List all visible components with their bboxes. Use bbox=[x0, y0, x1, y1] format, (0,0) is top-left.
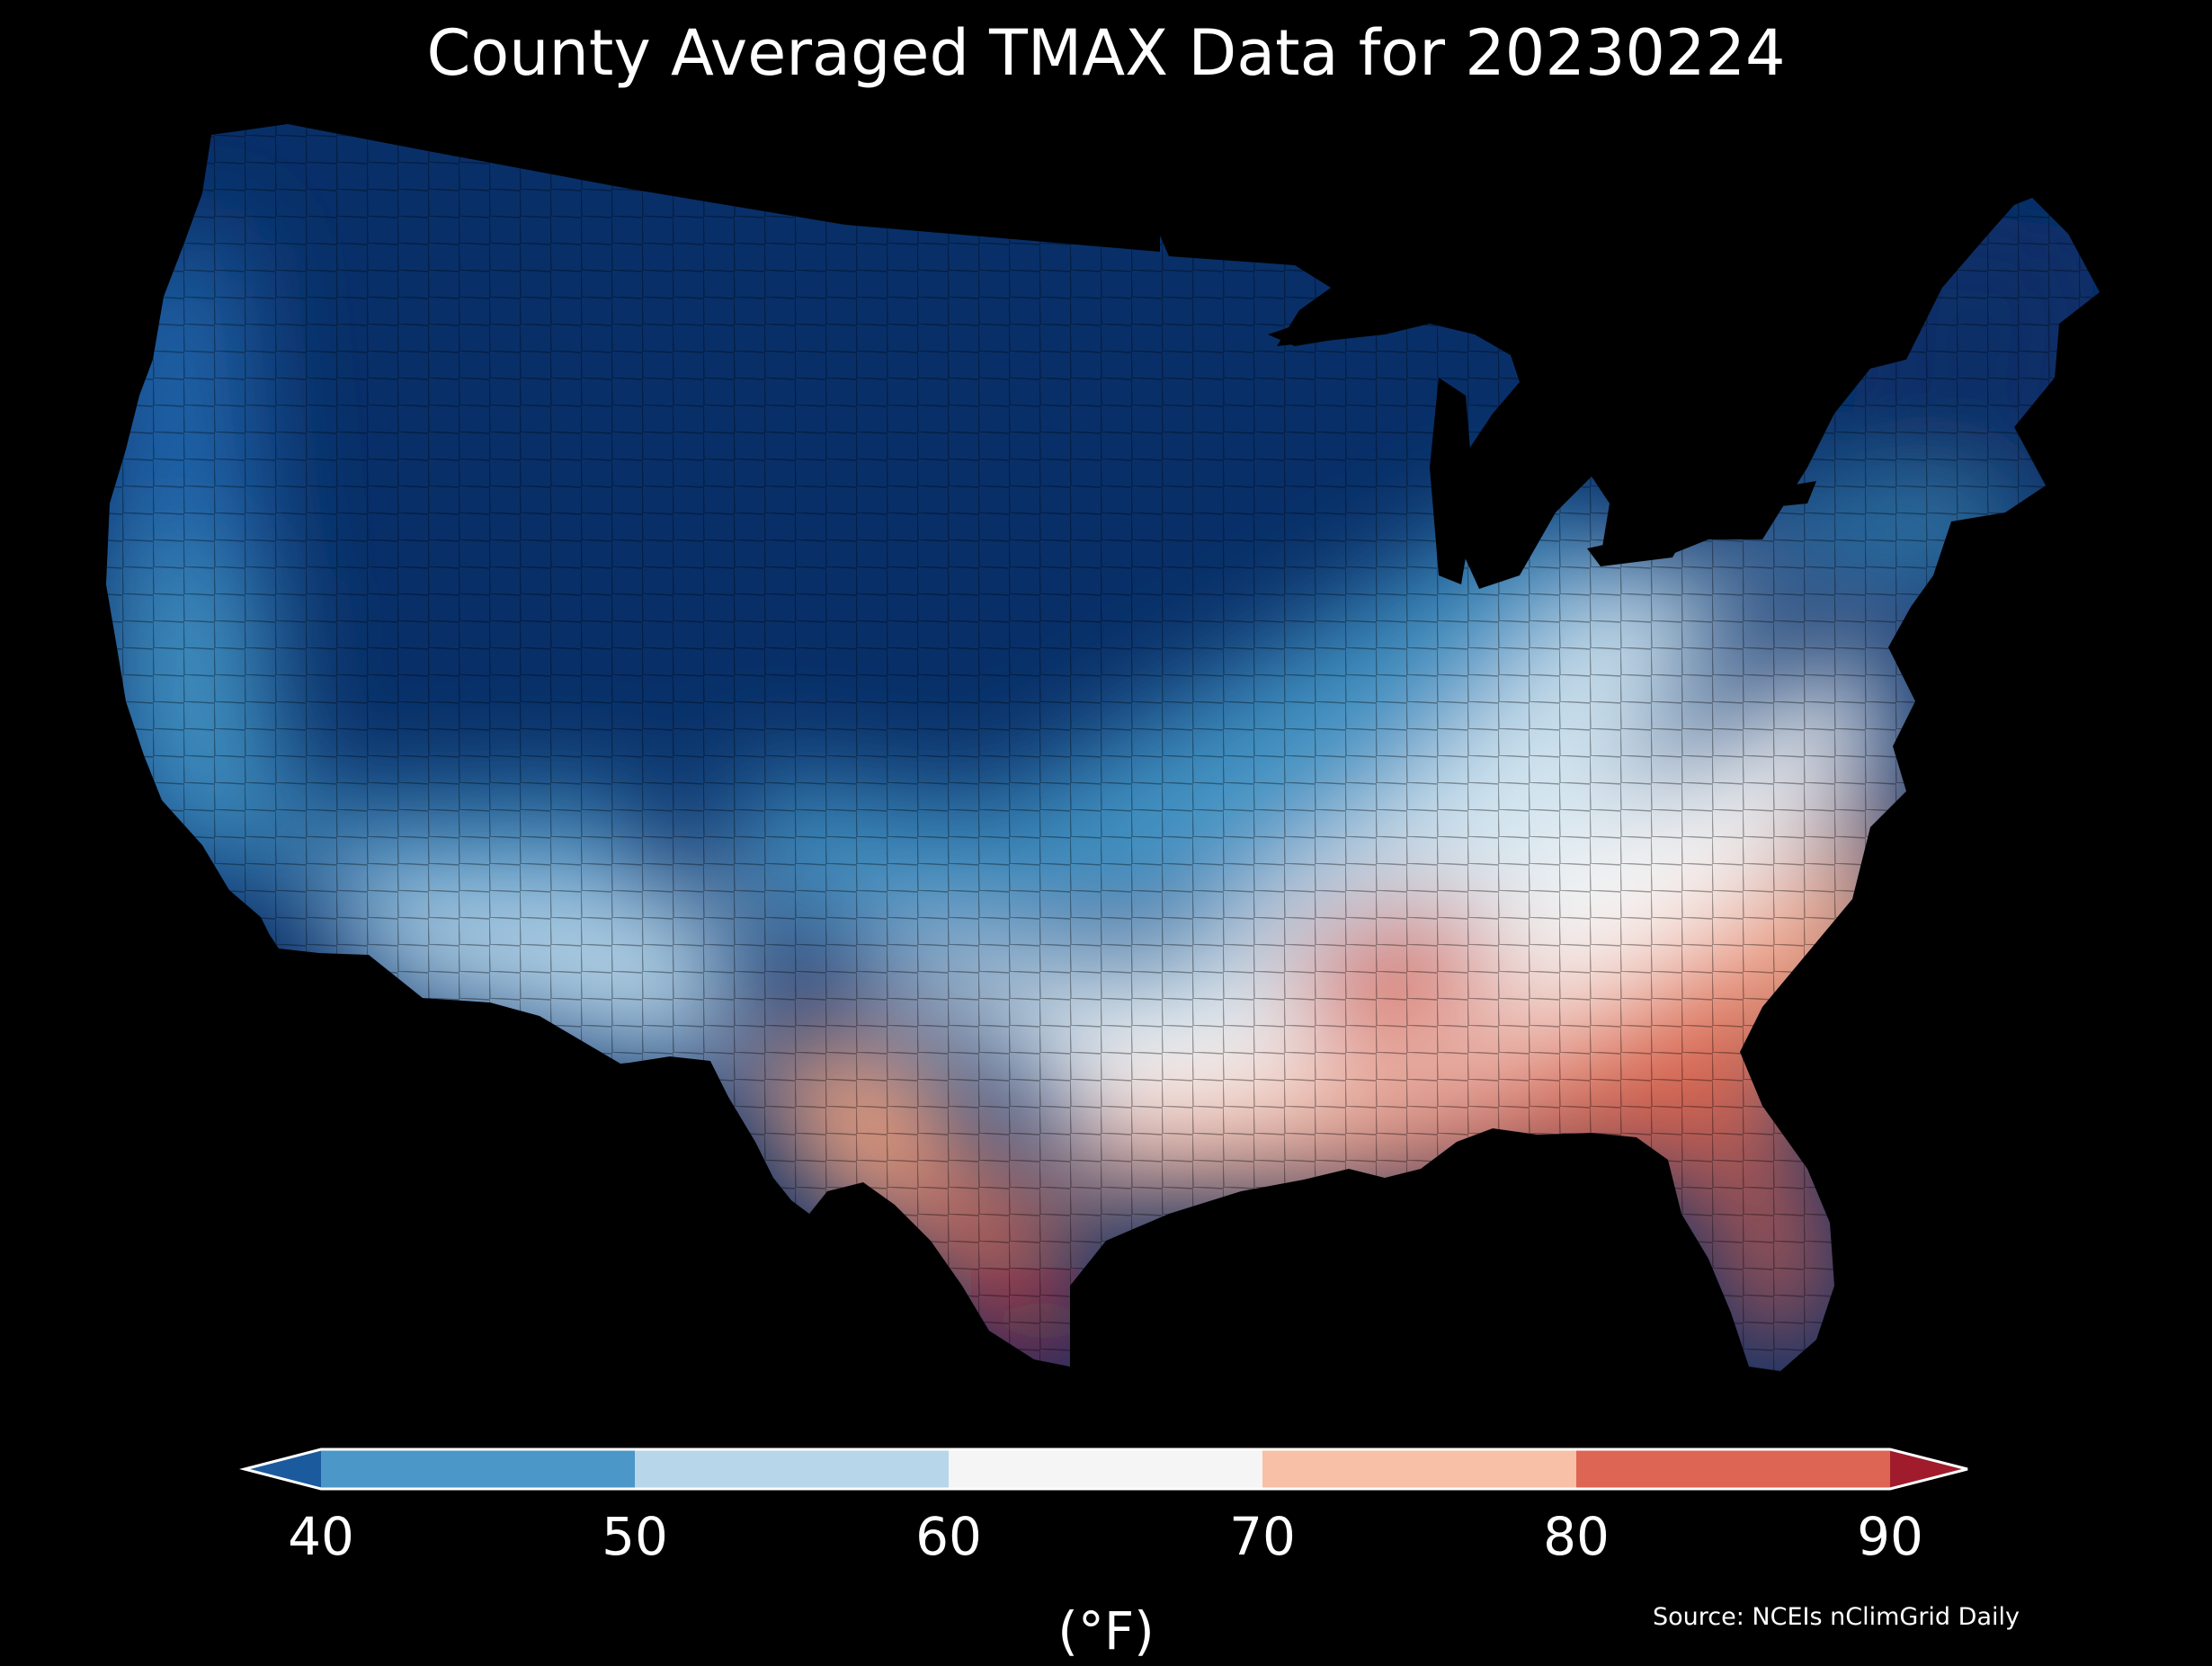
colorbar-tick-label: 80 bbox=[1543, 1506, 1610, 1567]
map-title: County Averaged TMAX Data for 20230224 bbox=[426, 16, 1786, 90]
colorbar-unit-label: (°F) bbox=[1057, 1600, 1155, 1662]
choropleth-map bbox=[106, 124, 2100, 1371]
colorbar-tick-label: 70 bbox=[1229, 1506, 1296, 1567]
colorbar-tick-label: 40 bbox=[288, 1506, 354, 1567]
colorbar-tick-label: 50 bbox=[602, 1506, 668, 1567]
colorbar-tick-label: 60 bbox=[915, 1506, 982, 1567]
county-fill-layer bbox=[106, 124, 2100, 1371]
source-credit: Source: NCEIs nClimGrid Daily bbox=[1653, 1603, 2020, 1631]
great-lakes bbox=[1268, 288, 1816, 584]
colorbar-tick-label: 90 bbox=[1857, 1506, 1923, 1567]
